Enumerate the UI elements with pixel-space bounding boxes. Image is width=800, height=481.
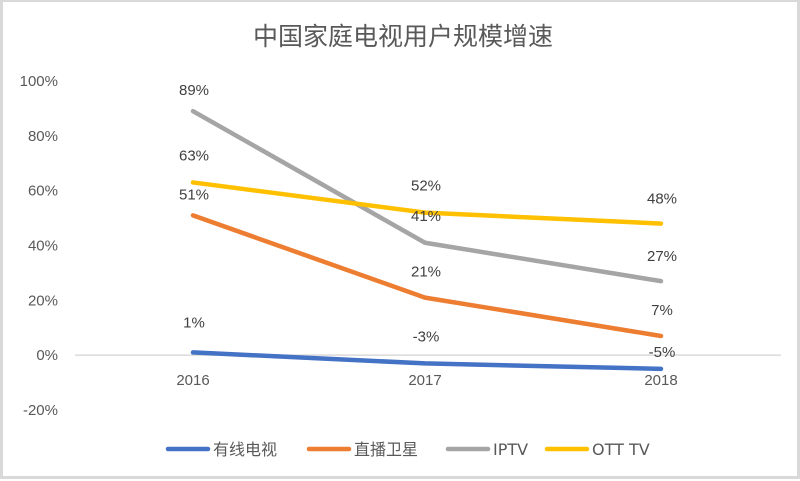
- data-label: 89%: [179, 82, 209, 99]
- data-label: 52%: [411, 178, 441, 195]
- series-lines: [190, 108, 664, 372]
- y-tick-label: 80%: [28, 128, 58, 145]
- data-label: -3%: [413, 328, 440, 345]
- legend-label: 直播卫星: [354, 440, 418, 459]
- x-tick-label: 2016: [176, 372, 209, 389]
- data-label: 48%: [647, 191, 677, 208]
- data-label: 27%: [647, 248, 677, 265]
- data-label: 63%: [179, 147, 209, 164]
- series-line-1: [190, 213, 664, 339]
- legend: 有线电视 直播卫星 IPTV OTT TV: [165, 440, 650, 459]
- series-line-0: [190, 350, 664, 372]
- data-label: 51%: [179, 186, 209, 203]
- y-tick-label: 0%: [36, 347, 58, 364]
- legend-label: IPTV: [493, 440, 528, 459]
- data-label: 21%: [411, 264, 441, 281]
- x-axis: 2016 2017 2018: [176, 372, 677, 389]
- x-tick-label: 2017: [408, 372, 441, 389]
- series-line-3: [190, 180, 664, 226]
- data-label: -5%: [649, 344, 676, 361]
- y-tick-label: 20%: [28, 292, 58, 309]
- data-label: 7%: [651, 302, 673, 319]
- chart-title: 中国家庭电视用户规模增速: [253, 22, 553, 51]
- y-tick-label: -20%: [23, 402, 58, 419]
- y-tick-label: 60%: [28, 183, 58, 200]
- y-tick-label: 100%: [20, 73, 58, 90]
- data-label: 41%: [411, 208, 441, 225]
- legend-label: OTT TV: [592, 440, 650, 459]
- y-tick-label: 40%: [28, 238, 58, 255]
- x-tick-label: 2018: [644, 372, 677, 389]
- y-axis: 100% 80% 60% 40% 20% 0% -20%: [20, 73, 58, 419]
- data-labels: 1% -3% -5% 51% 21% 7% 89% 41% 27% 63% 52% 48%: [179, 82, 677, 361]
- legend-label: 有线电视: [213, 440, 277, 459]
- series-line-2: [190, 108, 664, 284]
- line-chart: 中国家庭电视用户规模增速 100% 80% 60% 40% 20% 0% -20% 2016…: [20, 22, 781, 459]
- data-label: 1%: [183, 314, 205, 331]
